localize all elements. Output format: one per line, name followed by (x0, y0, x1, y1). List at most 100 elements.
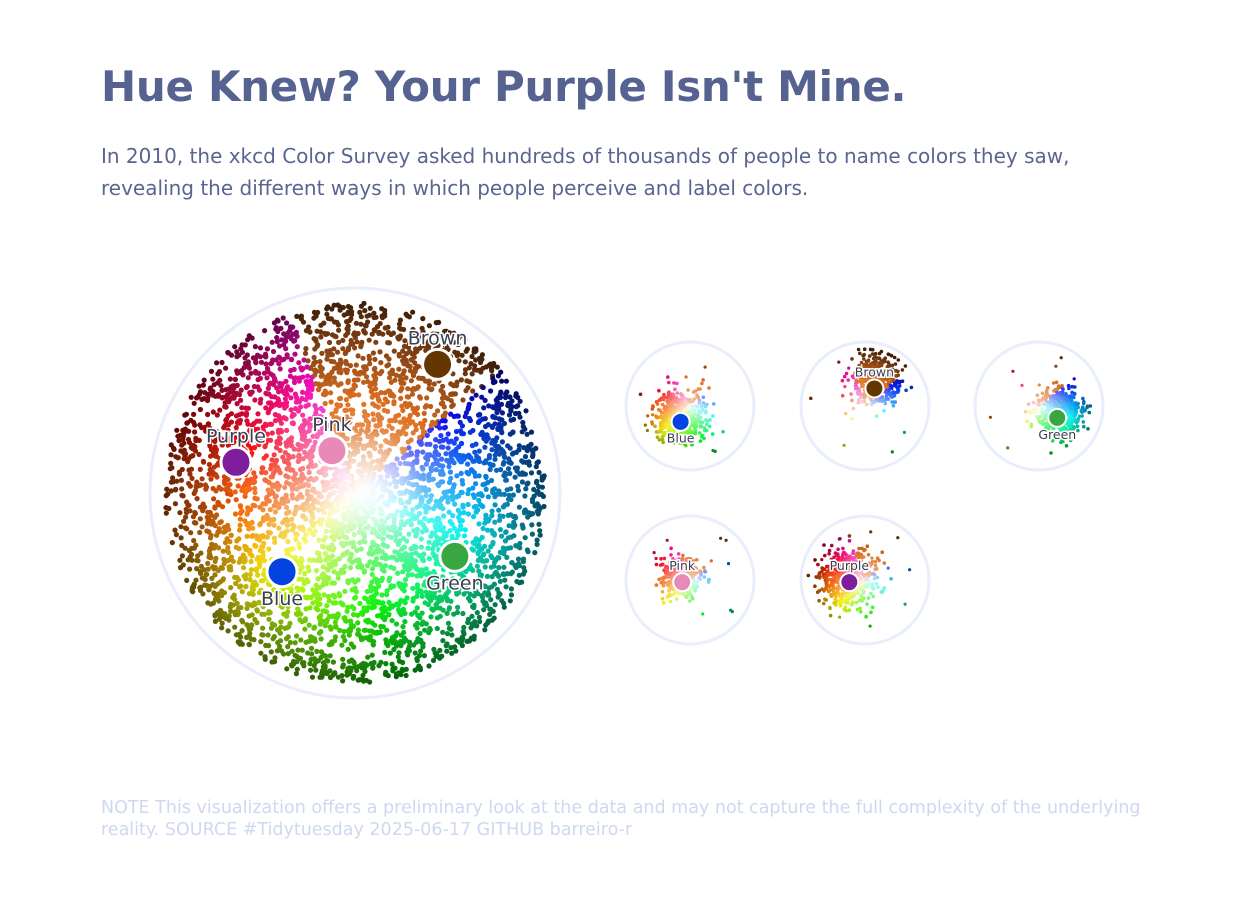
point (540, 493, 547, 499)
point (426, 323, 432, 329)
point (208, 453, 214, 459)
point (491, 532, 497, 538)
point (293, 394, 299, 400)
point (539, 484, 546, 490)
point (465, 501, 471, 508)
point (484, 573, 490, 580)
point (494, 572, 501, 578)
point (461, 533, 468, 539)
point (512, 465, 519, 471)
point (355, 612, 361, 618)
point (363, 417, 369, 424)
point (370, 642, 376, 648)
point (331, 302, 337, 308)
point (395, 607, 402, 613)
point (352, 370, 358, 376)
point (377, 371, 383, 377)
point (423, 566, 429, 572)
point (214, 512, 220, 518)
point (410, 545, 416, 552)
point (445, 499, 451, 505)
point (318, 649, 325, 655)
point (340, 337, 346, 343)
point (873, 351, 878, 356)
point (221, 556, 227, 563)
point (458, 470, 464, 476)
point (459, 477, 465, 484)
point (858, 351, 862, 356)
point (668, 407, 672, 412)
point (299, 558, 305, 564)
point (276, 627, 282, 633)
point (516, 504, 523, 510)
point (474, 563, 480, 569)
point (227, 376, 233, 382)
point (405, 439, 411, 445)
point (351, 377, 357, 383)
point (292, 471, 298, 477)
point (318, 322, 324, 328)
point (418, 536, 424, 542)
main-green-label: Green (426, 572, 484, 594)
point (234, 354, 240, 360)
point (206, 461, 212, 468)
point (492, 415, 498, 421)
point (350, 577, 356, 583)
point (192, 422, 198, 428)
point (423, 488, 430, 494)
point (242, 360, 249, 366)
point (260, 465, 266, 471)
point (393, 643, 399, 649)
point (231, 385, 237, 392)
point (516, 572, 522, 578)
point (666, 403, 671, 408)
point (414, 656, 420, 662)
point (386, 388, 392, 394)
point (400, 624, 406, 630)
point (856, 347, 861, 352)
point (295, 447, 302, 453)
point (434, 601, 440, 607)
point (321, 544, 327, 550)
point (396, 353, 402, 359)
point (522, 535, 528, 541)
point (247, 391, 253, 397)
point (523, 486, 529, 492)
point (350, 612, 357, 618)
point (701, 378, 705, 382)
point (412, 409, 418, 415)
point (444, 457, 450, 463)
point (448, 411, 454, 417)
point (367, 305, 373, 311)
point (488, 606, 494, 612)
point (467, 379, 473, 385)
point (482, 627, 488, 633)
point (445, 431, 451, 437)
point (400, 667, 406, 674)
point (175, 455, 181, 461)
point (194, 557, 200, 563)
point (284, 480, 290, 486)
point (373, 339, 379, 345)
point (261, 370, 267, 376)
point (387, 370, 393, 376)
point (225, 476, 231, 483)
point (373, 587, 379, 593)
point (412, 350, 418, 356)
point (428, 493, 434, 499)
outlier-point (662, 431, 667, 435)
point (303, 346, 309, 352)
point (448, 645, 454, 651)
point (508, 545, 514, 551)
point (453, 428, 460, 435)
point (178, 524, 184, 530)
point (208, 601, 214, 607)
point (355, 627, 361, 633)
point (508, 417, 514, 423)
point (844, 371, 849, 376)
point (447, 528, 453, 534)
point (314, 557, 320, 564)
point (393, 633, 399, 639)
point (368, 585, 374, 591)
point (480, 594, 486, 600)
